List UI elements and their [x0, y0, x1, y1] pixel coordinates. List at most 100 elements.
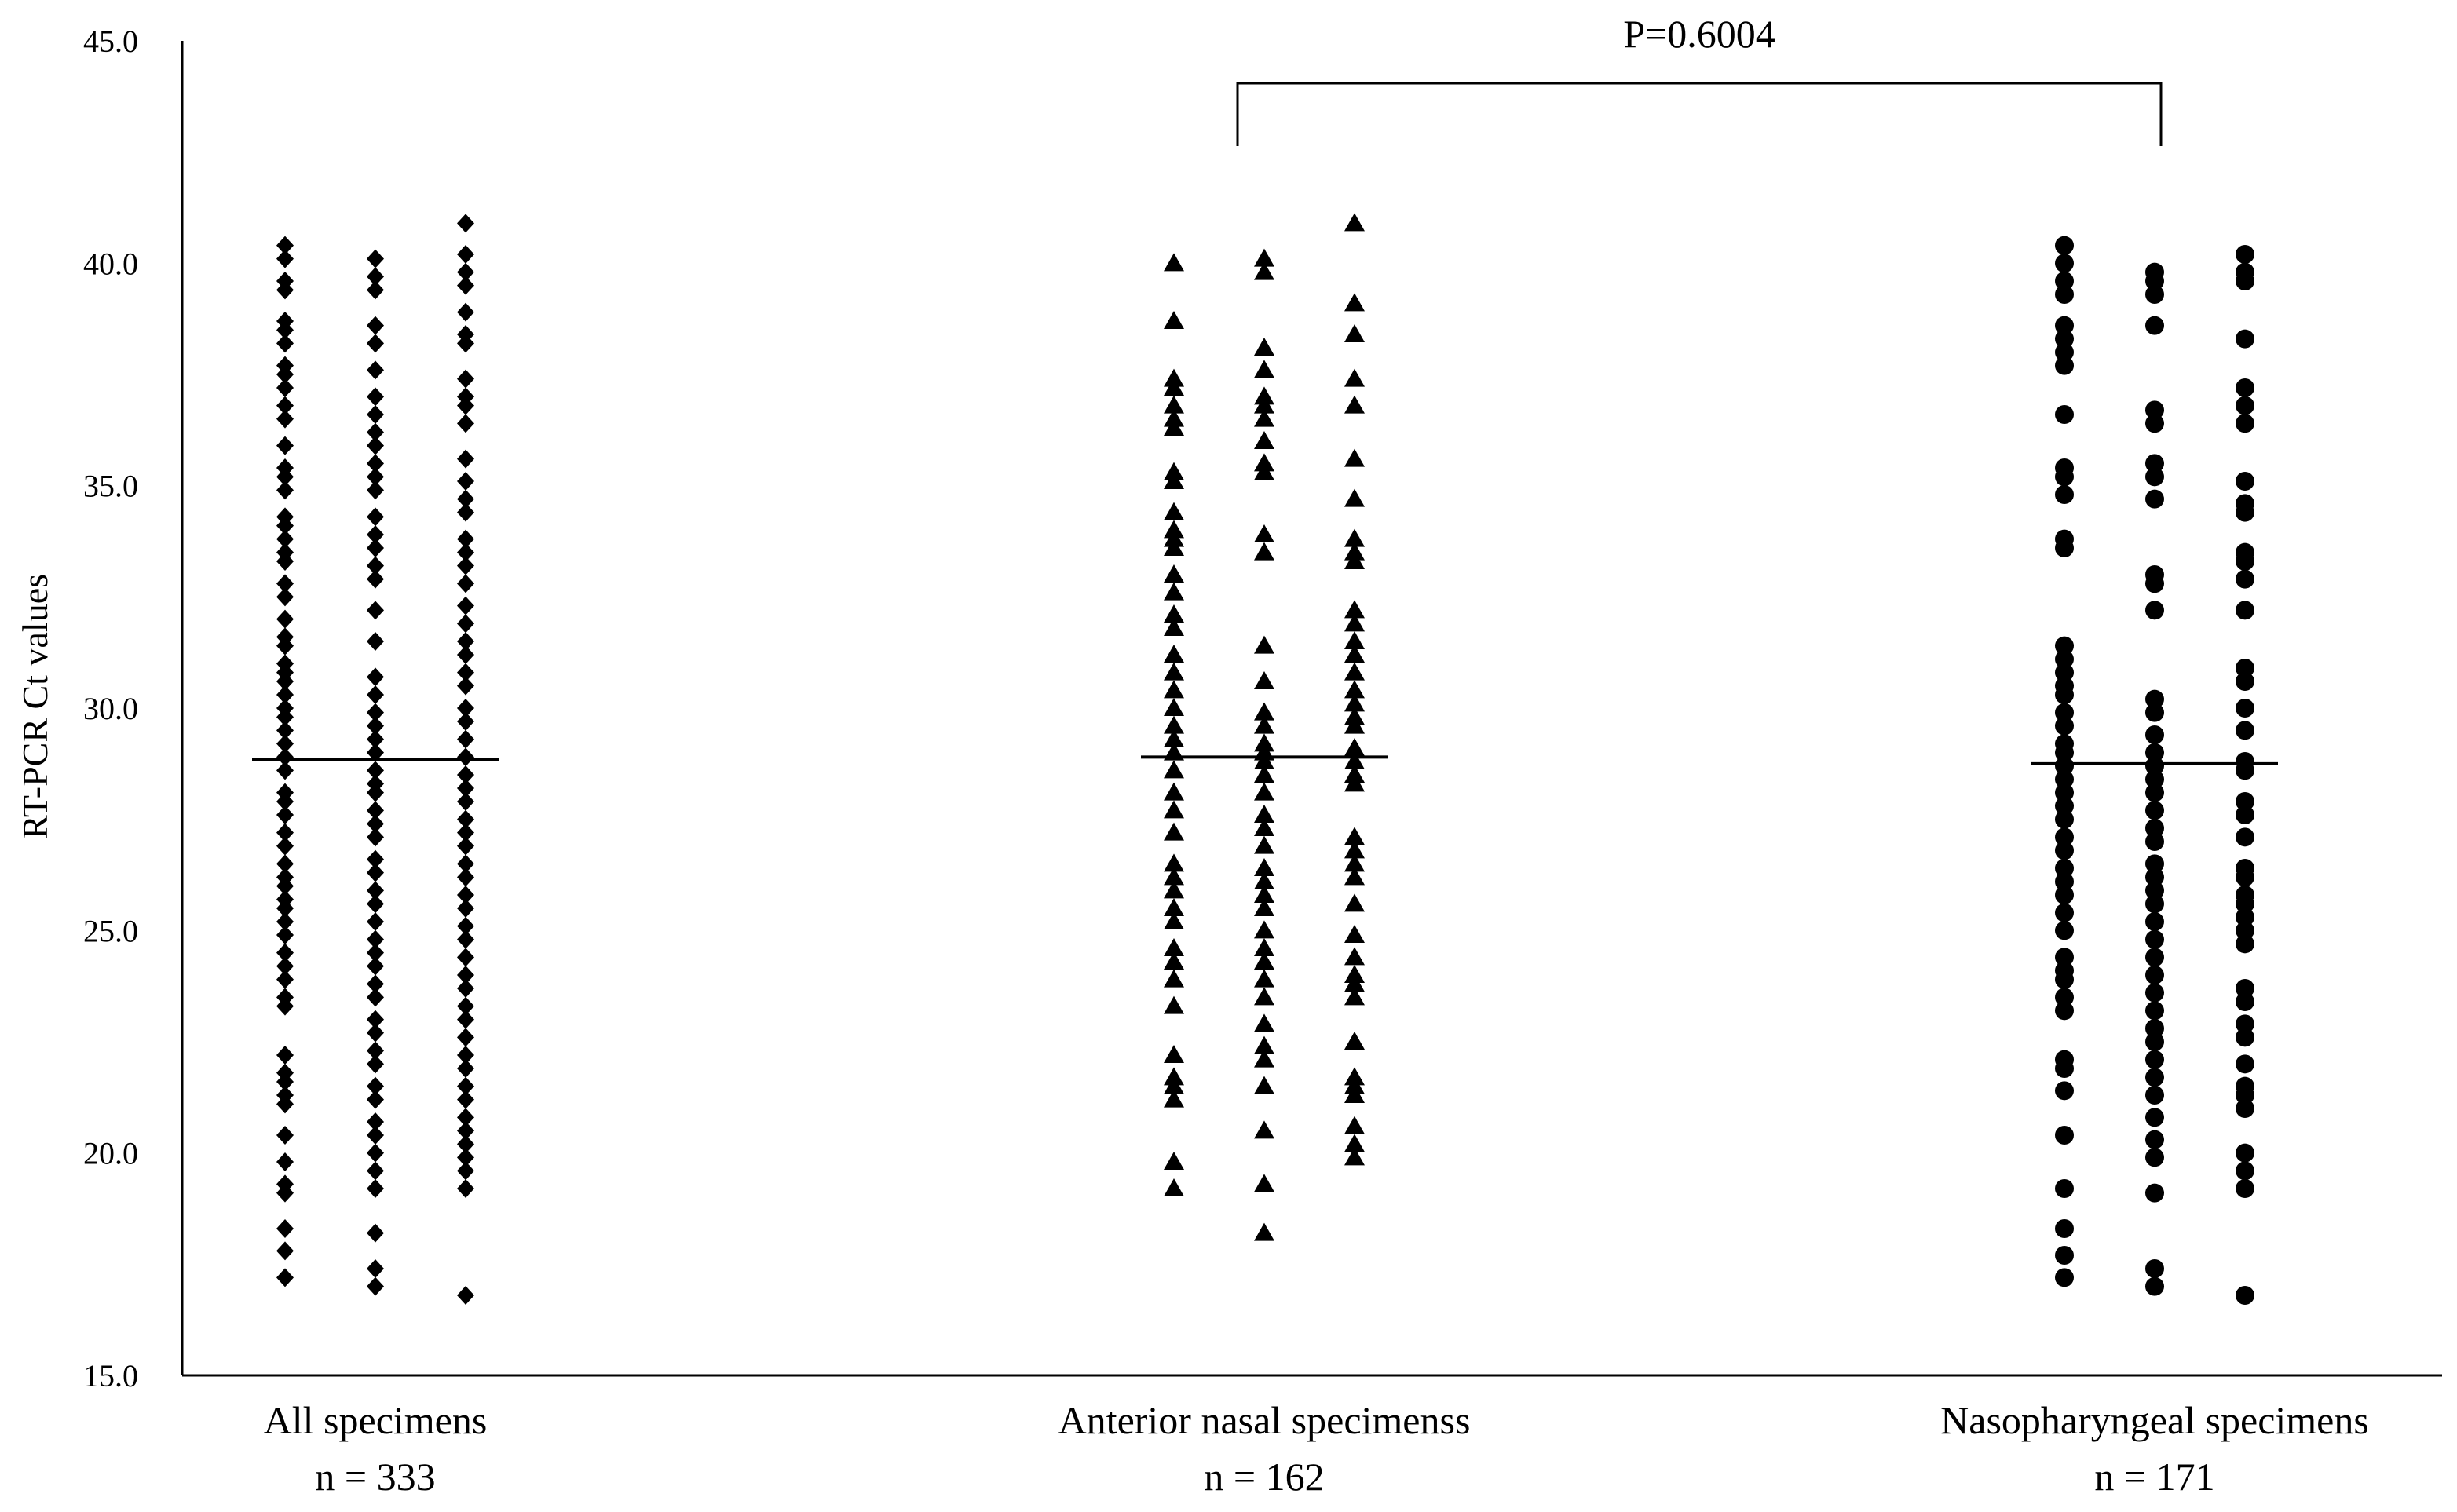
- data-point: [2236, 1286, 2254, 1305]
- data-point: [2145, 689, 2164, 709]
- data-point: [2236, 792, 2254, 811]
- data-point: [457, 502, 474, 522]
- data-point: [276, 792, 294, 811]
- data-point: [1164, 395, 1184, 414]
- data-point: [457, 1010, 474, 1029]
- data-point: [276, 761, 294, 780]
- y-tick-label: 35.0: [83, 469, 138, 504]
- data-point: [276, 721, 294, 740]
- data-point: [367, 943, 384, 962]
- data-point: [276, 587, 294, 607]
- data-point: [367, 632, 384, 651]
- data-point: [2236, 569, 2254, 589]
- data-point: [367, 539, 384, 557]
- data-point: [1344, 973, 1365, 992]
- data-point: [276, 1152, 294, 1171]
- data-point: [276, 1219, 294, 1238]
- data-point: [1344, 448, 1365, 467]
- data-point: [276, 467, 294, 487]
- data-point: [1254, 261, 1274, 280]
- y-tick-label: 40.0: [83, 246, 138, 281]
- data-point: [2236, 934, 2254, 954]
- data-point: [2055, 743, 2074, 762]
- data-point: [1164, 911, 1184, 929]
- data-point: [276, 516, 294, 535]
- data-point: [367, 360, 384, 380]
- data-point: [1344, 488, 1365, 507]
- data-point: [457, 809, 474, 829]
- data-point: [457, 614, 474, 634]
- data-point: [367, 316, 384, 335]
- data-point: [1344, 947, 1365, 966]
- data-point: [367, 387, 384, 407]
- data-point: [276, 876, 294, 896]
- data-point: [1164, 1045, 1184, 1063]
- data-point: [2055, 1268, 2074, 1287]
- data-point: [1254, 431, 1274, 449]
- data-point: [2145, 894, 2164, 914]
- data-point: [2145, 1068, 2164, 1087]
- data-point: [2145, 832, 2164, 851]
- data-point: [457, 867, 474, 887]
- data-point: [276, 636, 294, 656]
- data-point: [367, 827, 384, 847]
- data-point: [2055, 1059, 2074, 1078]
- data-point: [276, 943, 294, 962]
- data-point: [1344, 680, 1365, 699]
- data-point: [2236, 378, 2254, 397]
- data-point: [1254, 1222, 1274, 1241]
- data-point: [2055, 988, 2074, 1007]
- data-point: [1164, 471, 1184, 489]
- data-point: [367, 716, 384, 736]
- data-point: [2055, 1179, 2074, 1198]
- data-point: [2236, 761, 2254, 780]
- data-point: [2145, 743, 2164, 762]
- data-point: [2236, 396, 2254, 415]
- data-point: [276, 236, 294, 255]
- data-point: [1344, 645, 1365, 663]
- data-point: [2236, 601, 2254, 620]
- data-point: [367, 894, 384, 914]
- data-point: [276, 805, 294, 824]
- data-point: [1254, 248, 1274, 267]
- data-point: [457, 1090, 474, 1109]
- data-point: [2055, 809, 2074, 829]
- data-point: [1254, 1013, 1274, 1032]
- data-point: [1344, 368, 1365, 387]
- data-point: [367, 525, 384, 544]
- data-point: [1254, 920, 1274, 939]
- data-point: [457, 276, 474, 295]
- data-point: [2236, 272, 2254, 290]
- data-point: [367, 1143, 384, 1163]
- data-point: [367, 912, 384, 931]
- data-point: [1344, 893, 1365, 912]
- data-point: [2236, 867, 2254, 887]
- data-point: [2145, 1148, 2164, 1167]
- data-point: [276, 707, 294, 727]
- data-point: [2055, 872, 2074, 891]
- data-point: [1344, 987, 1365, 1006]
- data-point: [2236, 1099, 2254, 1118]
- data-point: [1344, 693, 1365, 712]
- data-point: [1344, 293, 1365, 312]
- data-point: [276, 1183, 294, 1203]
- data-point: [1344, 925, 1365, 943]
- data-point: [457, 1161, 474, 1181]
- data-point: [367, 929, 384, 949]
- data-point: [457, 663, 474, 682]
- data-point: [2055, 329, 2074, 349]
- data-point: [1344, 827, 1365, 845]
- data-point: [1164, 604, 1184, 623]
- data-point: [1164, 782, 1184, 801]
- data-point: [457, 262, 474, 282]
- data-point: [457, 699, 474, 718]
- data-point: [2236, 245, 2254, 264]
- data-point: [1344, 1147, 1365, 1166]
- data-point: [2055, 903, 2074, 922]
- data-point: [2145, 983, 2164, 1003]
- data-point: [276, 1241, 294, 1261]
- data-point: [457, 729, 474, 749]
- data-point: [1344, 631, 1365, 649]
- significance-bracket: [1236, 82, 2163, 146]
- data-point: [457, 529, 474, 549]
